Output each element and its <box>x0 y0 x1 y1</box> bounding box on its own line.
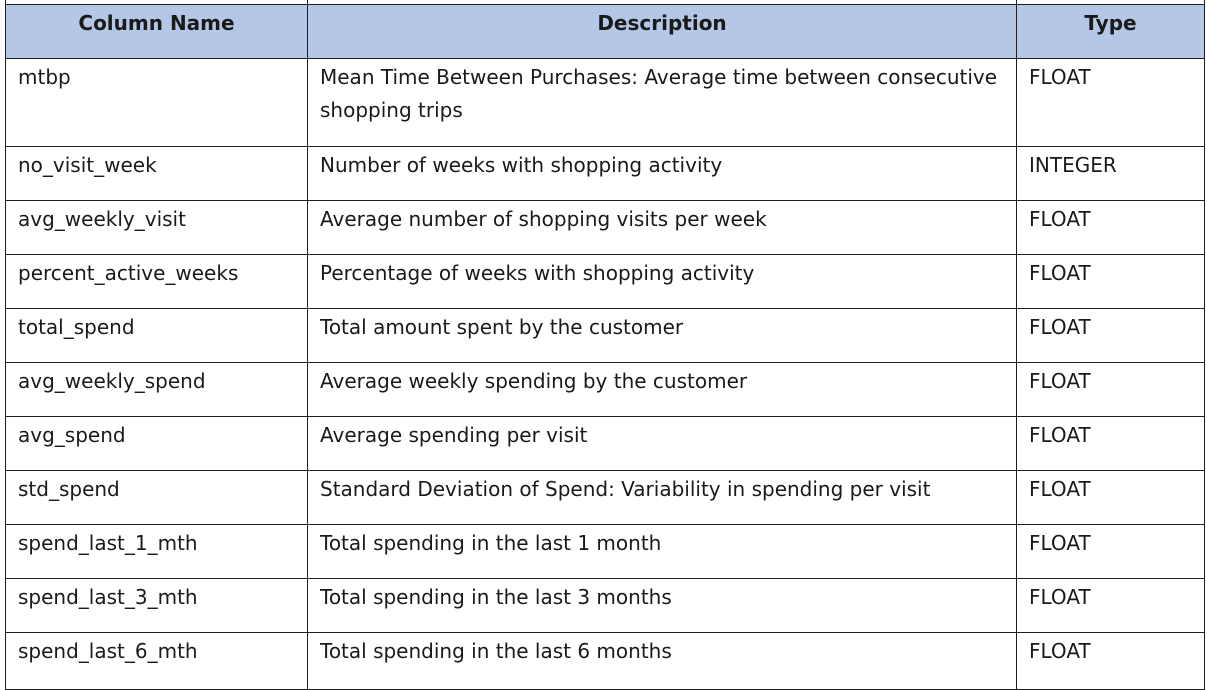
cell-description: Average spending per visit <box>307 416 1017 471</box>
cell-description: Mean Time Between Purchases: Average tim… <box>307 58 1017 147</box>
table-header: Column Name Description Type <box>5 0 1205 59</box>
cell-description: Total spending in the last 6 months <box>307 632 1017 690</box>
cell-description: Total amount spent by the customer <box>307 308 1017 363</box>
table-top-edge <box>5 0 1205 5</box>
cell-description: Total spending in the last 1 month <box>307 524 1017 579</box>
table-row: avg_weekly_spend Average weekly spending… <box>5 362 1205 417</box>
cell-column-name: no_visit_week <box>5 146 308 201</box>
cell-column-name: total_spend <box>5 308 308 363</box>
cell-type: FLOAT <box>1016 254 1205 309</box>
table-row: mtbp Mean Time Between Purchases: Averag… <box>5 58 1205 147</box>
cell-description: Number of weeks with shopping activity <box>307 146 1017 201</box>
table-row: avg_weekly_visit Average number of shopp… <box>5 200 1205 255</box>
cell-description: Standard Deviation of Spend: Variability… <box>307 470 1017 525</box>
cell-type: FLOAT <box>1016 200 1205 255</box>
header-description: Description <box>307 4 1017 59</box>
header-type: Type <box>1016 4 1205 59</box>
table-row: spend_last_1_mth Total spending in the l… <box>5 524 1205 579</box>
data-dictionary-table: Column Name Description Type mtbp Mean T… <box>5 0 1205 690</box>
table-row: spend_last_3_mth Total spending in the l… <box>5 578 1205 633</box>
cell-column-name: spend_last_1_mth <box>5 524 308 579</box>
header-column-name: Column Name <box>5 4 308 59</box>
cell-column-name: std_spend <box>5 470 308 525</box>
cell-column-name: spend_last_6_mth <box>5 632 308 690</box>
cell-description: Average number of shopping visits per we… <box>307 200 1017 255</box>
table-row: std_spend Standard Deviation of Spend: V… <box>5 470 1205 525</box>
cell-type: FLOAT <box>1016 362 1205 417</box>
table-row: percent_active_weeks Percentage of weeks… <box>5 254 1205 309</box>
cell-column-name: spend_last_3_mth <box>5 578 308 633</box>
cell-column-name: avg_weekly_visit <box>5 200 308 255</box>
cell-type: FLOAT <box>1016 58 1205 147</box>
cell-type: FLOAT <box>1016 416 1205 471</box>
cell-description: Average weekly spending by the customer <box>307 362 1017 417</box>
cell-column-name: avg_spend <box>5 416 308 471</box>
cell-column-name: mtbp <box>5 58 308 147</box>
header-row: Column Name Description Type <box>5 4 1205 59</box>
cell-column-name: percent_active_weeks <box>5 254 308 309</box>
cell-type: INTEGER <box>1016 146 1205 201</box>
table-row: avg_spend Average spending per visit FLO… <box>5 416 1205 471</box>
cell-type: FLOAT <box>1016 470 1205 525</box>
cell-type: FLOAT <box>1016 578 1205 633</box>
table-row: no_visit_week Number of weeks with shopp… <box>5 146 1205 201</box>
cell-column-name: avg_weekly_spend <box>5 362 308 417</box>
cell-description: Total spending in the last 3 months <box>307 578 1017 633</box>
table-row: spend_last_6_mth Total spending in the l… <box>5 632 1205 690</box>
table-body: mtbp Mean Time Between Purchases: Averag… <box>5 58 1205 690</box>
top-edge-cell <box>1016 0 1205 5</box>
cell-description: Percentage of weeks with shopping activi… <box>307 254 1017 309</box>
cell-type: FLOAT <box>1016 524 1205 579</box>
cell-type: FLOAT <box>1016 632 1205 690</box>
cell-type: FLOAT <box>1016 308 1205 363</box>
table-row: total_spend Total amount spent by the cu… <box>5 308 1205 363</box>
